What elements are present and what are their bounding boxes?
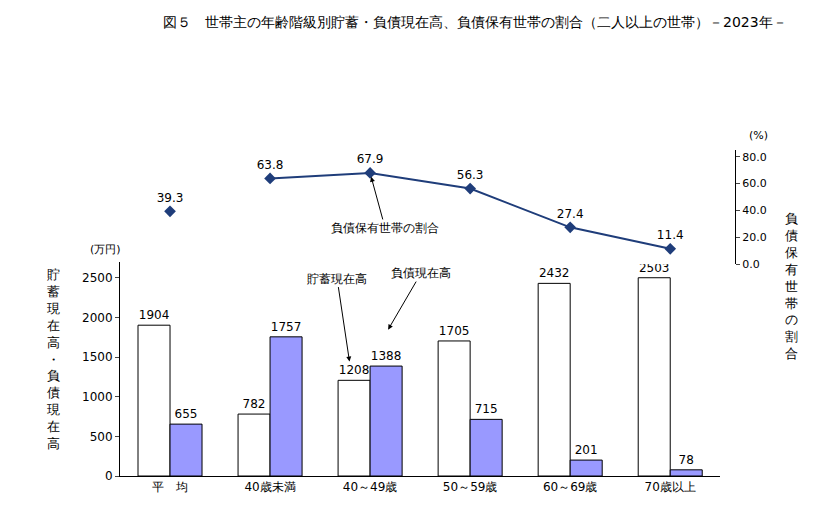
svg-text:50～59歳: 50～59歳 bbox=[443, 480, 498, 494]
svg-text:39.3: 39.3 bbox=[157, 191, 184, 205]
svg-text:1000: 1000 bbox=[82, 390, 113, 404]
svg-text:1388: 1388 bbox=[371, 349, 402, 363]
svg-text:201: 201 bbox=[575, 443, 598, 457]
svg-text:70歳以上: 70歳以上 bbox=[645, 480, 696, 494]
svg-text:67.9: 67.9 bbox=[357, 152, 384, 166]
svg-text:貯蓄現在高: 貯蓄現在高 bbox=[307, 272, 367, 286]
svg-text:負債保有世帯の割合: 負債保有世帯の割合 bbox=[785, 211, 798, 361]
svg-text:1904: 1904 bbox=[139, 308, 170, 322]
svg-text:1705: 1705 bbox=[439, 324, 470, 338]
svg-text:1208: 1208 bbox=[339, 363, 370, 377]
svg-text:56.3: 56.3 bbox=[457, 168, 484, 182]
svg-text:0: 0 bbox=[105, 469, 113, 483]
svg-text:20.0: 20.0 bbox=[742, 231, 767, 244]
svg-text:27.4: 27.4 bbox=[557, 207, 584, 221]
svg-text:負債保有世帯の割合: 負債保有世帯の割合 bbox=[331, 221, 439, 235]
svg-text:40歳未満: 40歳未満 bbox=[244, 480, 295, 494]
svg-text:63.8: 63.8 bbox=[257, 158, 284, 172]
svg-text:2000: 2000 bbox=[82, 311, 113, 325]
svg-text:78: 78 bbox=[679, 453, 694, 467]
svg-text:図５ 世帯主の年齢階級別貯蓄・負債現在高、負債保有世帯の割合: 図５ 世帯主の年齢階級別貯蓄・負債現在高、負債保有世帯の割合（二人以上の世帯）－… bbox=[163, 14, 787, 30]
svg-text:貯蓄現在高・負債現在高: 貯蓄現在高・負債現在高 bbox=[47, 267, 60, 451]
svg-text:2500: 2500 bbox=[82, 271, 113, 285]
svg-text:平 均: 平 均 bbox=[152, 480, 188, 494]
svg-text:11.4: 11.4 bbox=[657, 228, 684, 242]
svg-text:40.0: 40.0 bbox=[742, 204, 767, 217]
svg-text:60～69歳: 60～69歳 bbox=[543, 480, 598, 494]
svg-text:80.0: 80.0 bbox=[742, 151, 767, 164]
svg-text:1757: 1757 bbox=[271, 320, 302, 334]
svg-text:715: 715 bbox=[475, 402, 498, 416]
svg-text:(万円): (万円) bbox=[90, 243, 121, 256]
svg-text:2503: 2503 bbox=[639, 261, 670, 275]
svg-text:782: 782 bbox=[243, 397, 266, 411]
svg-text:0.0: 0.0 bbox=[742, 258, 760, 271]
svg-text:負債現在高: 負債現在高 bbox=[391, 266, 451, 280]
svg-text:60.0: 60.0 bbox=[742, 177, 767, 190]
svg-text:2432: 2432 bbox=[539, 266, 570, 280]
svg-text:40～49歳: 40～49歳 bbox=[343, 480, 398, 494]
svg-text:1500: 1500 bbox=[82, 350, 113, 364]
svg-text:655: 655 bbox=[175, 407, 198, 421]
svg-text:(%): (%) bbox=[749, 129, 768, 142]
svg-text:500: 500 bbox=[90, 430, 113, 444]
